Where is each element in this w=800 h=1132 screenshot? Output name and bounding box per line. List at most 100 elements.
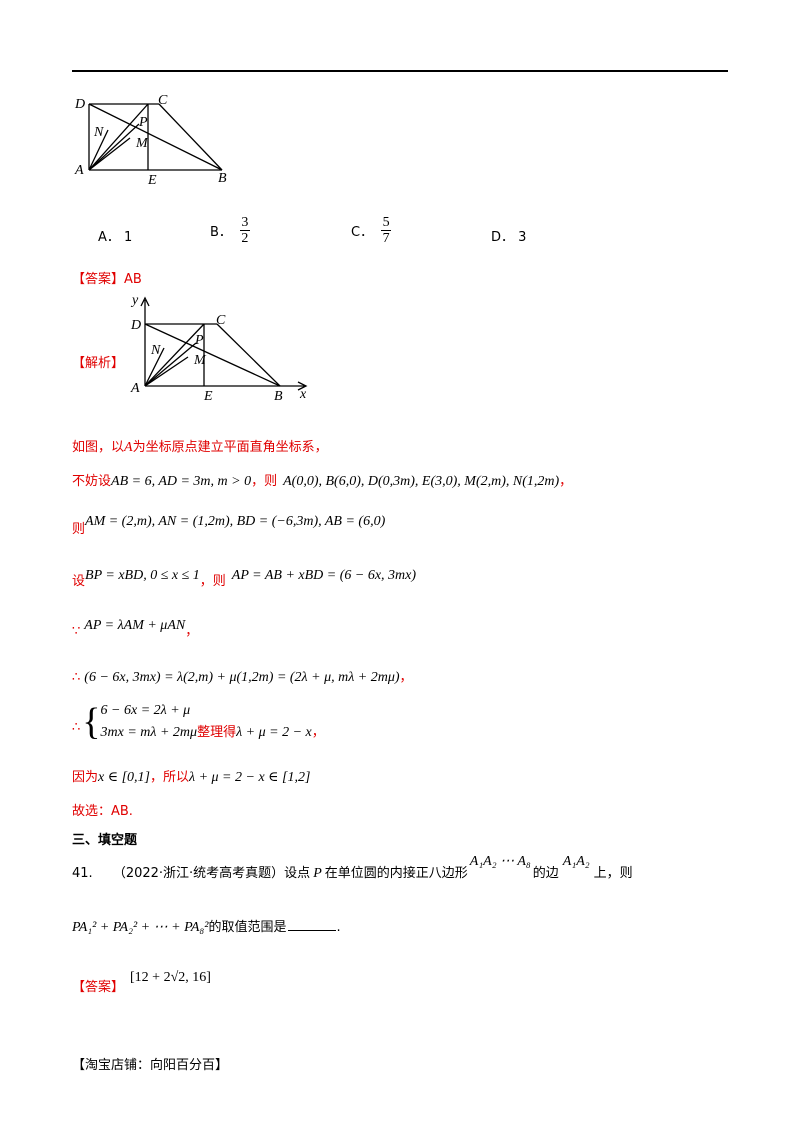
line2-text-c: ， [559, 474, 573, 489]
question-text-4: 的取值范围是 [208, 920, 287, 935]
question-source: （2022·浙江·统考高考真题）设点 [112, 866, 311, 881]
system-eq-2: 3mx = mλ + 2mμ [100, 725, 198, 740]
figure-trapezoid: D C N P M A E B [74, 93, 227, 188]
line2-text-a: 不妨设 [72, 474, 112, 489]
option-b-letter: B． [210, 225, 232, 240]
answer-1-label: 【答案】 [72, 272, 125, 287]
line2-math-2: A(0,0), B(6,0), D(0,3m), E(3,0), M(2,m),… [283, 474, 560, 489]
line7-math: λ + μ = 2 − x [236, 725, 312, 740]
line8-math-2: λ + μ = 2 − x ∈ [1,2] [189, 770, 311, 785]
analysis-line-2: 不妨设AB = 6, AD = 3m, m > 0，则 A(0,0), B(6,0… [72, 470, 572, 490]
question-number: 41. [72, 866, 93, 881]
because-symbol: ∵ [72, 624, 81, 639]
option-b-numerator: 3 [241, 215, 249, 230]
line7-text-c: ， [311, 725, 325, 740]
option-a-letter: A． [98, 230, 120, 245]
option-b-fraction: 3 2 [239, 215, 250, 246]
analysis-line-3: 则AM = (2,m), AN = (1,2m), BD = (−6,3m), … [72, 514, 385, 538]
analysis-label: 【解析】 [72, 356, 125, 371]
system-eq-1: 6 − 6x = 2λ + μ [100, 703, 191, 718]
label-N: N [150, 343, 161, 358]
label-N: N [93, 125, 104, 140]
answer-41: 【答案】 [12 + 2√2, 16] [72, 966, 211, 995]
line8-text-a: 因为 [72, 770, 99, 785]
line3-text-a: 则 [72, 522, 86, 537]
line8-text-b: ，所以 [150, 770, 190, 785]
line1-text-a: 如图，以 [72, 440, 125, 455]
label-E: E [203, 389, 213, 402]
analysis-line-4: 设BP = xBD, 0 ≤ x ≤ 1，则 AP = AB + xBD = (6… [72, 568, 417, 590]
option-b-denominator: 2 [241, 231, 249, 246]
option-c-letter: C． [351, 225, 374, 240]
section-heading: 三、填空题 [72, 833, 138, 848]
point-p: P [313, 866, 322, 881]
analysis-line-6: ∴ (6 − 6x, 3mx) = λ(2,m) + μ(1,2m) = (2λ … [72, 666, 413, 686]
label-D: D [74, 97, 85, 112]
answer-blank[interactable] [288, 918, 337, 931]
question-41-line-1: 41. （2022·浙江·统考高考真题）设点 P 在单位圆的内接正八边形A₁A₂ ⋯… [72, 854, 633, 882]
system-brace: { [82, 701, 101, 743]
question-41-line-2: PA₁² + PA₂² + ⋯ + PA₈²的取值范围是. [72, 916, 341, 936]
label-P: P [194, 333, 204, 348]
line2-text-b: ，则 [251, 474, 278, 489]
line1-text-c: 为坐标原点建立平面直角坐标系， [132, 440, 328, 455]
option-d-value: 3 [518, 230, 527, 245]
label-C: C [216, 313, 226, 328]
analysis-line-9: 故选：AB. [72, 804, 133, 819]
analysis-line-1: 如图，以A为坐标原点建立平面直角坐标系， [72, 436, 328, 456]
line8-math-1: x ∈ [0,1] [98, 770, 150, 785]
footer-shop: 【淘宝店铺：向阳百分百】 [72, 1058, 229, 1073]
option-b: B． 3 2 [210, 215, 250, 246]
label-E: E [147, 173, 157, 188]
analysis-line-8: 因为x ∈ [0,1]，所以λ + μ = 2 − x ∈ [1,2] [72, 766, 310, 786]
option-d: D． 3 [491, 226, 526, 245]
line3-math: AM = (2,m), AN = (1,2m), BD = (−6,3m), A… [85, 514, 386, 529]
question-text-5: . [336, 920, 341, 935]
line5-math: AP = λAM + μAN [84, 618, 186, 633]
polygon-expr: A₁A₂ ⋯ A₈ [469, 854, 531, 869]
line4-math-1: BP = xBD, 0 ≤ x ≤ 1 [85, 568, 200, 583]
option-c-numerator: 5 [382, 215, 390, 230]
answer-41-value: [12 + 2√2, 16] [130, 970, 211, 985]
analysis-line-5: ∵ AP = λAM + μAN， [72, 618, 199, 640]
label-D: D [130, 318, 141, 333]
option-a-value: 1 [124, 230, 133, 245]
analysis-line-7: ∴ { 6 − 6x = 2λ + μ 3mx = mλ + 2mμ 整理得λ … [72, 700, 325, 744]
label-B: B [218, 171, 227, 186]
label-B: B [274, 389, 283, 402]
line4-text-b: ，则 [199, 574, 226, 589]
axis-y-label: y [130, 293, 139, 308]
figure-coordinate: y x D C N P M A E B [130, 293, 308, 402]
option-c-fraction: 5 7 [381, 215, 392, 246]
label-M: M [135, 136, 149, 151]
question-text-1: 在单位圆的内接正八边形 [324, 866, 468, 881]
option-d-letter: D． [491, 230, 515, 245]
line6-text-c: ， [399, 670, 413, 685]
option-c: C． 5 7 [351, 215, 392, 246]
line2-math-1: AB = 6, AD = 3m, m > 0 [111, 474, 252, 489]
line7-text: 整理得 [197, 725, 237, 740]
edge-expr: A₁A₂ [562, 854, 590, 869]
equation-system: 6 − 6x = 2λ + μ 3mx = mλ + 2mμ [101, 700, 198, 744]
label-A: A [130, 381, 140, 396]
line4-text-a: 设 [72, 574, 86, 589]
answer-41-label: 【答案】 [72, 980, 125, 995]
therefore-symbol: ∴ [72, 670, 81, 685]
option-a: A． 1 [98, 226, 132, 245]
line1-point-a: A [124, 440, 133, 455]
question-text-3: 上，则 [593, 866, 633, 881]
label-C: C [158, 93, 168, 108]
line5-text-c: ， [185, 624, 199, 639]
therefore-symbol: ∴ [72, 719, 81, 735]
line6-math: (6 − 6x, 3mx) = λ(2,m) + μ(1,2m) = (2λ +… [84, 670, 400, 685]
option-c-denominator: 7 [382, 231, 390, 246]
sum-expr: PA₁² + PA₂² + ⋯ + PA₈² [72, 920, 209, 935]
answer-1: 【答案】AB [72, 268, 142, 287]
label-A: A [74, 163, 84, 178]
label-P: P [138, 115, 148, 130]
axis-x-label: x [299, 387, 307, 402]
question-text-2: 的边 [532, 866, 559, 881]
answer-1-value: AB [124, 272, 142, 287]
line4-math-2: AP = AB + xBD = (6 − 6x, 3mx) [231, 568, 417, 583]
label-M: M [193, 353, 207, 368]
